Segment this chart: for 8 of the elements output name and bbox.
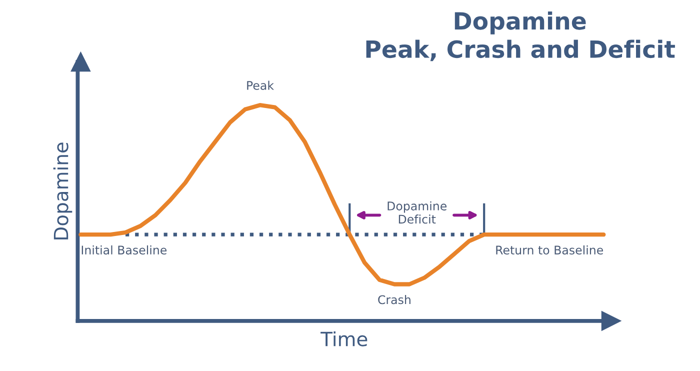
annotation: Initial Baseline [82,245,167,255]
chart-title: Dopamine Peak, Crash and Deficit [366,12,675,62]
annotation: Return to Baseline [496,245,604,255]
annotation: Crash [378,295,410,304]
text: Peak [247,80,274,90]
annotation: Dopamine Deficit [388,201,447,224]
y-axis-title: Dopamine [53,142,72,240]
x-axis-title: Time [320,331,368,346]
